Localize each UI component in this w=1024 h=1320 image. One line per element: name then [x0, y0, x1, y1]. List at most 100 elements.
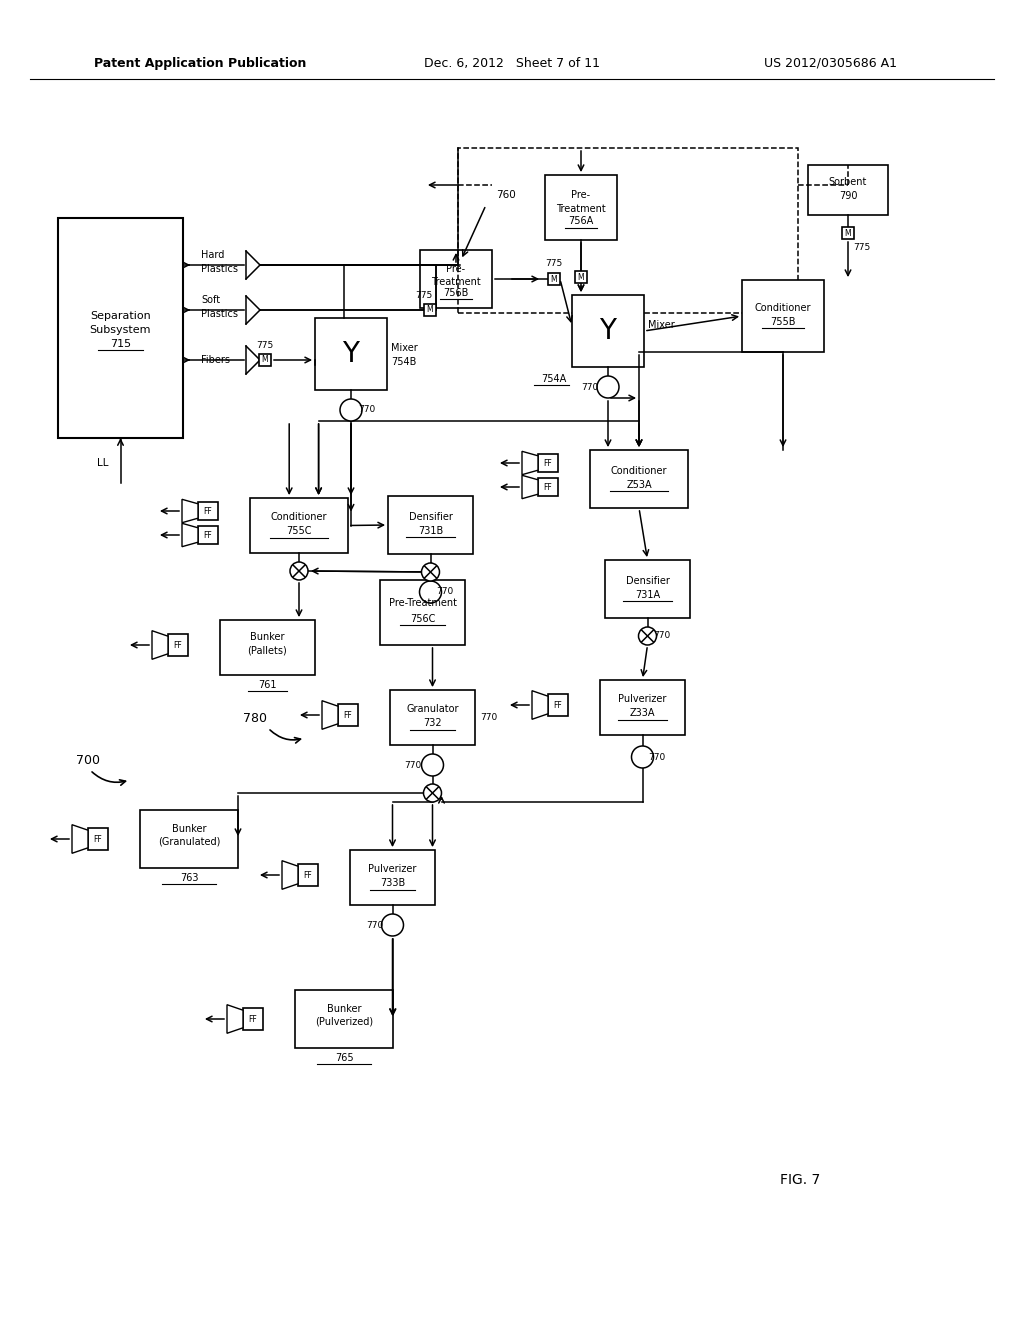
Text: Fibers: Fibers — [201, 355, 230, 366]
Bar — [250, 498, 348, 553]
Bar — [243, 1008, 263, 1030]
Bar — [600, 680, 685, 735]
Text: FF: FF — [344, 710, 352, 719]
Text: 756C: 756C — [410, 614, 435, 623]
Polygon shape — [522, 451, 538, 475]
Polygon shape — [72, 825, 88, 853]
Text: 755C: 755C — [287, 527, 311, 536]
Text: FF: FF — [174, 640, 182, 649]
Text: 770: 770 — [436, 587, 454, 597]
Text: 775: 775 — [256, 342, 273, 351]
Text: FF: FF — [204, 531, 212, 540]
Text: Pulverizer: Pulverizer — [369, 865, 417, 874]
Text: Soft: Soft — [201, 294, 220, 305]
Polygon shape — [522, 475, 538, 499]
Text: Pre-: Pre- — [446, 264, 466, 275]
Text: Y: Y — [599, 317, 616, 345]
Text: 755B: 755B — [770, 317, 796, 327]
Text: (Pulverized): (Pulverized) — [315, 1016, 373, 1027]
Circle shape — [632, 746, 653, 768]
Text: Densifier: Densifier — [626, 576, 670, 586]
Bar — [168, 634, 188, 656]
Text: Mixer: Mixer — [648, 319, 675, 330]
Polygon shape — [152, 631, 168, 659]
Text: FF: FF — [544, 458, 552, 467]
Text: 780: 780 — [243, 711, 267, 725]
Text: Z53A: Z53A — [627, 480, 652, 490]
Text: Plastics: Plastics — [201, 309, 238, 319]
Text: 760: 760 — [496, 190, 516, 201]
Polygon shape — [227, 1005, 243, 1034]
Text: Patent Application Publication: Patent Application Publication — [94, 57, 306, 70]
Bar — [259, 354, 271, 366]
Text: Dec. 6, 2012   Sheet 7 of 11: Dec. 6, 2012 Sheet 7 of 11 — [424, 57, 600, 70]
Text: FF: FF — [554, 701, 562, 710]
Text: Densifier: Densifier — [409, 512, 453, 521]
Text: Y: Y — [342, 341, 359, 368]
Text: FF: FF — [249, 1015, 257, 1023]
Bar — [338, 704, 358, 726]
Circle shape — [290, 562, 308, 579]
Text: 733B: 733B — [380, 879, 406, 888]
Bar — [545, 176, 617, 240]
Bar — [140, 810, 238, 869]
Text: (Granulated): (Granulated) — [158, 837, 220, 847]
Text: US 2012/0305686 A1: US 2012/0305686 A1 — [764, 57, 896, 70]
Bar — [575, 271, 587, 282]
Text: Z33A: Z33A — [630, 709, 655, 718]
Bar — [88, 828, 108, 850]
Bar — [842, 227, 854, 239]
Circle shape — [382, 913, 403, 936]
Text: 754B: 754B — [391, 356, 417, 367]
Polygon shape — [322, 701, 338, 729]
Text: M: M — [551, 275, 557, 284]
Text: 756B: 756B — [443, 288, 469, 298]
Bar — [538, 478, 558, 496]
Text: 770: 770 — [358, 405, 376, 414]
Text: M: M — [845, 228, 851, 238]
Text: Subsystem: Subsystem — [90, 325, 152, 335]
Polygon shape — [182, 523, 198, 546]
Text: Separation: Separation — [90, 312, 151, 321]
Text: Conditioner: Conditioner — [755, 304, 811, 313]
Bar — [198, 502, 218, 520]
Text: M: M — [262, 355, 268, 364]
Text: Sorbent: Sorbent — [828, 177, 867, 187]
Bar — [380, 579, 465, 645]
Text: 775: 775 — [546, 259, 562, 268]
Text: Plastics: Plastics — [201, 264, 238, 275]
Text: M: M — [578, 272, 585, 281]
Bar — [572, 294, 644, 367]
Bar — [315, 318, 387, 389]
Circle shape — [422, 564, 439, 581]
Text: 761: 761 — [258, 680, 276, 690]
Text: Pre-Treatment: Pre-Treatment — [388, 598, 457, 607]
Text: FF: FF — [304, 870, 312, 879]
Text: FF: FF — [544, 483, 552, 491]
Bar — [388, 496, 473, 554]
Text: 770: 770 — [653, 631, 670, 640]
Bar — [458, 148, 798, 313]
Text: Treatment: Treatment — [556, 203, 606, 214]
Text: Conditioner: Conditioner — [270, 512, 328, 523]
Bar — [295, 990, 393, 1048]
Bar — [605, 560, 690, 618]
Text: M: M — [427, 305, 433, 314]
Text: 765: 765 — [335, 1053, 353, 1063]
Text: Bunker: Bunker — [327, 1005, 361, 1014]
Text: FIG. 7: FIG. 7 — [780, 1173, 820, 1187]
Bar — [220, 620, 315, 675]
Text: 731B: 731B — [418, 525, 443, 536]
Bar — [198, 525, 218, 544]
Text: 700: 700 — [76, 754, 100, 767]
Bar — [424, 304, 436, 315]
Bar — [58, 218, 183, 438]
Bar — [808, 165, 888, 215]
Bar — [420, 249, 492, 308]
Text: Pre-: Pre- — [571, 190, 591, 201]
Text: 770: 770 — [582, 383, 599, 392]
Text: (Pallets): (Pallets) — [248, 645, 288, 656]
Text: 790: 790 — [839, 191, 857, 201]
Circle shape — [639, 627, 656, 645]
Bar — [350, 850, 435, 906]
